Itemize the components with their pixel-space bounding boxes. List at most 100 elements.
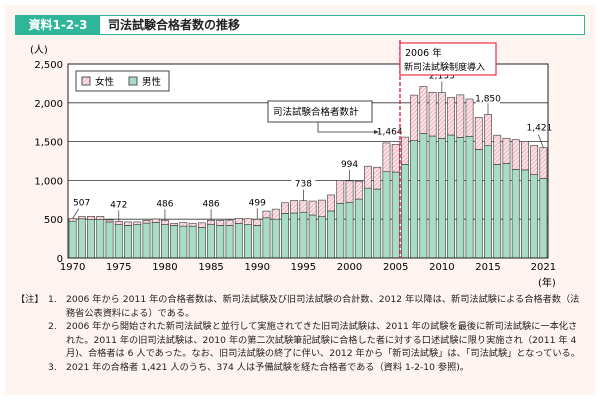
legend: 女性 男性 — [75, 70, 170, 92]
x-tick-label: 2005 — [383, 262, 408, 273]
bar-male-1998 — [327, 210, 335, 259]
bar-male-2017 — [502, 163, 511, 259]
bar-female-1979 — [151, 218, 160, 223]
bar-male-2011 — [447, 134, 455, 259]
bar-female-2018 — [511, 139, 520, 170]
bar-female-1977 — [133, 221, 142, 225]
legend-swatch-male — [128, 76, 138, 86]
note-text: 2021 年の合格者 1,421 人のうち、374 人は予備試験を経た合格者であ… — [66, 361, 470, 373]
y-tick-label: 1,000 — [34, 176, 63, 187]
bar-female-1997 — [317, 199, 326, 218]
bar-female-1970 — [68, 218, 77, 222]
bar-female-2009 — [428, 92, 437, 137]
bar-female-2017 — [502, 137, 511, 164]
bar-female-1976 — [124, 221, 132, 226]
bar-male-1973 — [96, 219, 105, 259]
data-label-1995: 738 — [295, 180, 312, 190]
x-tick-label: 1995 — [291, 262, 316, 273]
bar-female-1975 — [114, 221, 123, 225]
bar-male-2005 — [391, 171, 400, 259]
bar-female-2013 — [465, 98, 474, 137]
bar-female-1981 — [170, 223, 179, 226]
note-number: 1. — [48, 294, 57, 305]
bar-male-2020 — [530, 174, 539, 259]
bar-female-2010 — [437, 92, 446, 139]
event-text: 新司法試験制度導入 — [404, 61, 485, 73]
x-tick-label: 1975 — [106, 262, 131, 273]
x-tick-label: 2010 — [429, 262, 454, 273]
x-tick-label: 1985 — [198, 262, 223, 273]
bar-female-1983 — [188, 222, 197, 227]
y-tick-label: 0 — [57, 254, 63, 265]
note-text: 2006 年から開始された新司法試験と並行して実施されてきた旧司法試験は、201… — [66, 321, 580, 360]
bar-male-1984 — [197, 227, 206, 259]
bar-male-2002 — [364, 187, 372, 259]
x-tick-label: 1990 — [245, 262, 270, 273]
notes-head: 【注】 — [16, 294, 44, 305]
bar-male-2006 — [401, 164, 409, 259]
bar-female-1982 — [179, 222, 188, 227]
bar-female-1991 — [262, 210, 271, 219]
data-label-2015: 1,850 — [475, 94, 501, 104]
bar-female-1995 — [299, 200, 308, 213]
bar-female-2019 — [521, 141, 529, 171]
data-label-1970: 507 — [73, 199, 90, 209]
bar-female-1990 — [253, 218, 262, 226]
bar-female-1980 — [161, 219, 169, 225]
data-label-1980: 486 — [156, 199, 173, 209]
bar-female-1996 — [308, 200, 317, 216]
title-bar: 資料1-2-3 司法試験合格者数の推移 — [15, 15, 585, 35]
bar-male-2013 — [465, 136, 474, 259]
note-number: 3. — [48, 361, 57, 373]
bar-female-1973 — [96, 216, 105, 220]
x-tick-label: 2021 — [531, 262, 556, 273]
event-callout: 2006 年 新司法試験制度導入 — [399, 42, 497, 76]
bar-male-2021 — [539, 178, 548, 259]
figure-id: 資料1-2-3 — [16, 16, 100, 34]
bar-male-1971 — [77, 218, 86, 259]
bar-female-2007 — [410, 94, 419, 141]
legend-swatch-female — [81, 76, 91, 86]
bar-male-2007 — [410, 140, 419, 259]
notes: 【注】 1. 2006 年から 2011 年の合格者数は、新司法試験及び旧司法試験の… — [16, 293, 584, 375]
y-tick-label: 2,000 — [34, 99, 63, 110]
bar-female-1978 — [142, 220, 151, 224]
bar-female-2006 — [401, 136, 409, 165]
bar-male-1975 — [114, 224, 123, 259]
bar-male-2000 — [345, 201, 354, 259]
bar-female-1993 — [281, 202, 289, 214]
note-number: 2. — [48, 321, 57, 333]
bar-female-2000 — [345, 180, 354, 203]
bar-female-2015 — [484, 114, 492, 147]
x-axis-label: (年) — [538, 276, 556, 289]
total-callout-label: 司法試験合格者数計 — [273, 106, 359, 118]
page-title: 司法試験合格者数の推移 — [108, 18, 241, 32]
x-tick-label: 2000 — [337, 262, 362, 273]
bar-male-1972 — [87, 219, 95, 259]
bar-female-2001 — [354, 180, 363, 200]
bar-male-1999 — [336, 202, 345, 259]
bar-male-1970 — [68, 220, 77, 259]
legend-label-female: 女性 — [95, 76, 115, 88]
total-callout: 司法試験合格者数計 — [267, 100, 379, 134]
bar-male-1979 — [151, 222, 160, 259]
y-tick-label: 500 — [44, 215, 63, 226]
bar-female-1994 — [290, 200, 299, 214]
bar-male-1993 — [281, 213, 289, 259]
bar-male-2019 — [521, 169, 529, 259]
bar-female-1989 — [244, 218, 252, 225]
bar-female-2003 — [373, 166, 382, 190]
bar-male-1995 — [299, 211, 308, 259]
bar-male-1974 — [105, 221, 114, 259]
bar-female-1998 — [327, 194, 335, 212]
bar-male-1991 — [262, 217, 271, 259]
bar-male-1987 — [225, 225, 234, 259]
bar-female-1988 — [234, 217, 243, 224]
bar-male-2003 — [373, 188, 382, 259]
bar-male-1996 — [308, 214, 317, 259]
bar-female-1999 — [336, 180, 345, 204]
bar-male-2012 — [456, 137, 465, 259]
bar-female-2012 — [456, 94, 465, 138]
y-tick-label: 2,500 — [34, 60, 63, 71]
bar-female-1985 — [207, 219, 215, 225]
